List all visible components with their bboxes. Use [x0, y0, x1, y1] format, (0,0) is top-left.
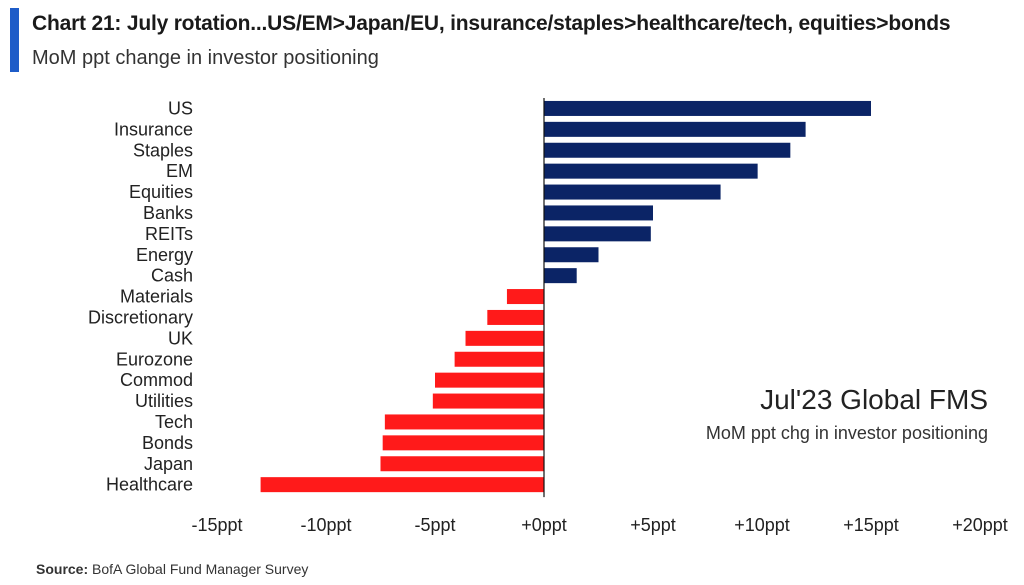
x-tick-label: +0ppt	[521, 515, 567, 535]
category-label: Energy	[136, 245, 193, 265]
bar-utilities	[432, 393, 544, 409]
x-tick-label: +10ppt	[734, 515, 790, 535]
category-label: Commod	[120, 370, 193, 390]
category-label: Healthcare	[106, 475, 193, 495]
chart-title: Chart 21: July rotation...US/EM>Japan/EU…	[32, 12, 951, 35]
x-tick-label: -15ppt	[191, 515, 242, 535]
bar-bonds	[382, 435, 544, 451]
bar-tech	[384, 414, 544, 430]
bar-banks	[544, 205, 653, 221]
annotation-title: Jul'23 Global FMS	[760, 384, 988, 415]
bar-discretionary	[487, 309, 544, 325]
source-text: BofA Global Fund Manager Survey	[92, 561, 309, 577]
bar-uk	[465, 330, 544, 346]
bar-insurance	[544, 121, 806, 137]
category-label: Materials	[120, 287, 193, 307]
category-label: Discretionary	[88, 307, 193, 327]
source-label: Source:	[36, 561, 89, 577]
bar-healthcare	[260, 477, 544, 493]
category-label: US	[168, 98, 193, 118]
category-label: REITs	[145, 224, 193, 244]
bar-eurozone	[454, 351, 544, 367]
category-label: Staples	[133, 140, 193, 160]
chart-subtitle: MoM ppt change in investor positioning	[32, 47, 379, 69]
category-label: Insurance	[114, 119, 193, 139]
category-label: UK	[168, 328, 193, 348]
bar-cash	[544, 268, 577, 284]
category-label: Utilities	[135, 391, 193, 411]
source-note: Source: BofA Global Fund Manager Survey	[36, 561, 308, 577]
bar-reits	[544, 226, 651, 242]
bar-energy	[544, 247, 599, 263]
bar-japan	[380, 456, 544, 472]
category-label: Banks	[143, 203, 193, 223]
category-label: Japan	[144, 454, 193, 474]
x-tick-label: +20ppt	[952, 515, 1008, 535]
bar-staples	[544, 142, 791, 158]
category-label: Cash	[151, 266, 193, 286]
annotation-subtitle: MoM ppt chg in investor positioning	[705, 423, 988, 443]
x-tick-label: -10ppt	[300, 515, 351, 535]
bar-materials	[506, 289, 544, 305]
bar-us	[544, 100, 871, 116]
category-label: Bonds	[142, 433, 193, 453]
x-tick-label: +5ppt	[630, 515, 676, 535]
title-accent-bar	[10, 8, 19, 72]
category-label: Eurozone	[116, 349, 193, 369]
bar-equities	[544, 184, 721, 200]
x-tick-label: -5ppt	[414, 515, 455, 535]
category-label: EM	[166, 161, 193, 181]
category-label: Tech	[155, 412, 193, 432]
x-tick-label: +15ppt	[843, 515, 899, 535]
bar-em	[544, 163, 758, 179]
category-label: Equities	[129, 182, 193, 202]
bar-commod	[435, 372, 544, 388]
